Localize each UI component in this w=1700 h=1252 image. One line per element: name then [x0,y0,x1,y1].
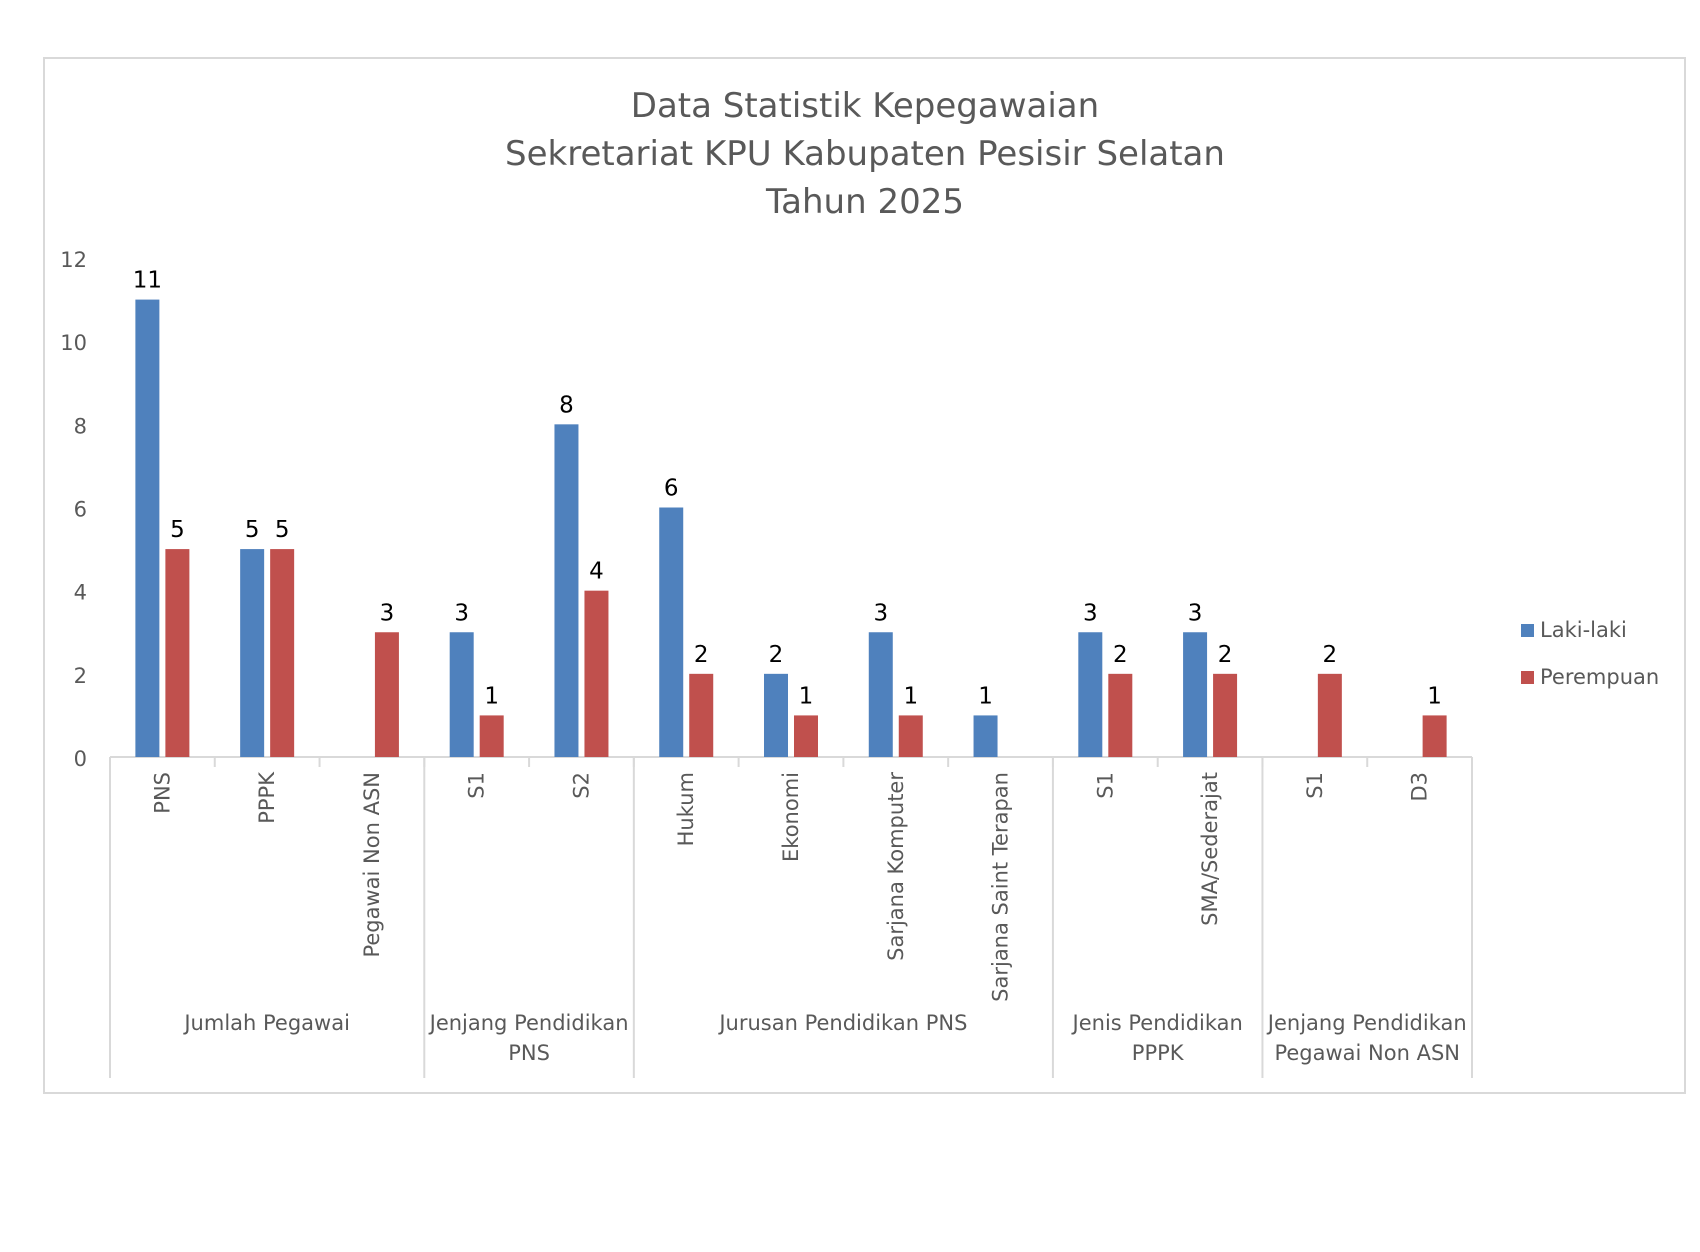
category-label: PPPK [255,771,279,824]
bar-laki-laki [135,299,160,757]
category-label: S1 [1093,772,1117,799]
legend-label-perempuan: Perempuan [1540,665,1659,689]
data-label-laki-laki: 5 [245,517,260,543]
data-label-laki-laki: 11 [133,268,162,294]
category-label: Sarjana Saint Terapan [989,772,1013,1002]
data-label-perempuan: 2 [1323,642,1338,668]
bar-perempuan [374,632,399,757]
data-label-perempuan: 5 [275,517,290,543]
category-label: S2 [569,772,593,799]
bar-perempuan [1213,673,1238,757]
data-label-perempuan: 1 [903,683,918,709]
group-label: Pegawai Non ASN [1274,1041,1460,1065]
data-label-laki-laki: 3 [1083,600,1098,626]
bar-perempuan [1317,673,1342,757]
category-label: Sarjana Komputer [884,772,908,961]
category-label: S1 [465,772,489,799]
y-tick-label: 6 [74,498,87,522]
category-label: Pegawai Non ASN [360,772,384,958]
group-label: PPPK [1132,1041,1185,1065]
group-label: Jenis Pendidikan [1071,1011,1243,1035]
data-label-perempuan: 5 [170,517,185,543]
chart-border [43,57,1686,1094]
category-label: Hukum [674,772,698,846]
data-label-perempuan: 2 [694,642,709,668]
bar-perempuan [1108,673,1133,757]
category-label: SMA/Sederajat [1198,772,1222,926]
legend-swatch-perempuan [1521,671,1534,684]
data-label-perempuan: 1 [799,683,814,709]
bar-laki-laki [554,424,579,757]
legend-label-laki-laki: Laki-laki [1540,618,1627,642]
bar-laki-laki [973,715,998,757]
y-tick-label: 12 [60,248,87,272]
bar-perempuan [584,590,609,757]
y-tick-label: 4 [74,581,87,605]
bar-perempuan [689,673,714,757]
chart-title-line-3: Tahun 2025 [765,182,964,222]
y-tick-label: 10 [60,331,87,355]
bar-laki-laki [1078,632,1103,757]
bar-laki-laki [1183,632,1208,757]
bar-laki-laki [449,632,474,757]
data-label-laki-laki: 1 [978,683,993,709]
data-label-laki-laki: 2 [769,642,784,668]
data-label-perempuan: 2 [1218,642,1233,668]
category-label: PNS [150,772,174,814]
data-label-perempuan: 1 [1427,683,1442,709]
bar-laki-laki [240,549,265,757]
bar-laki-laki [868,632,893,757]
group-label: Jumlah Pegawai [182,1011,350,1035]
bar-perempuan [479,715,504,757]
bar-perempuan [794,715,818,757]
data-label-laki-laki: 3 [454,600,469,626]
data-label-laki-laki: 6 [664,476,679,502]
bar-perempuan [898,715,923,757]
data-label-perempuan: 4 [589,559,604,585]
group-label: Jenjang Pendidikan [1266,1011,1467,1035]
category-label: S1 [1303,772,1327,799]
data-label-laki-laki: 8 [559,392,574,418]
bar-laki-laki [764,673,788,757]
y-tick-label: 2 [74,664,87,688]
bar-perempuan [1422,715,1447,757]
group-label: PNS [508,1041,550,1065]
chart-title-line-1: Data Statistik Kepegawaian [631,86,1099,126]
category-label: Ekonomi [779,772,803,862]
y-tick-label: 0 [74,747,87,771]
legend-swatch-laki-laki [1521,624,1534,637]
bar-perempuan [165,549,190,757]
data-label-laki-laki: 3 [1188,600,1203,626]
data-label-perempuan: 3 [380,600,395,626]
bar-perempuan [270,549,295,757]
group-label: Jenjang Pendidikan [428,1011,629,1035]
category-label: D3 [1408,772,1432,802]
y-tick-label: 8 [74,414,87,438]
chart-title-line-2: Sekretariat KPU Kabupaten Pesisir Selata… [505,134,1225,174]
group-label: Jurusan Pendidikan PNS [717,1011,967,1035]
data-label-perempuan: 2 [1113,642,1128,668]
bar-laki-laki [659,507,684,757]
data-label-perempuan: 1 [484,683,499,709]
data-label-laki-laki: 3 [873,600,888,626]
